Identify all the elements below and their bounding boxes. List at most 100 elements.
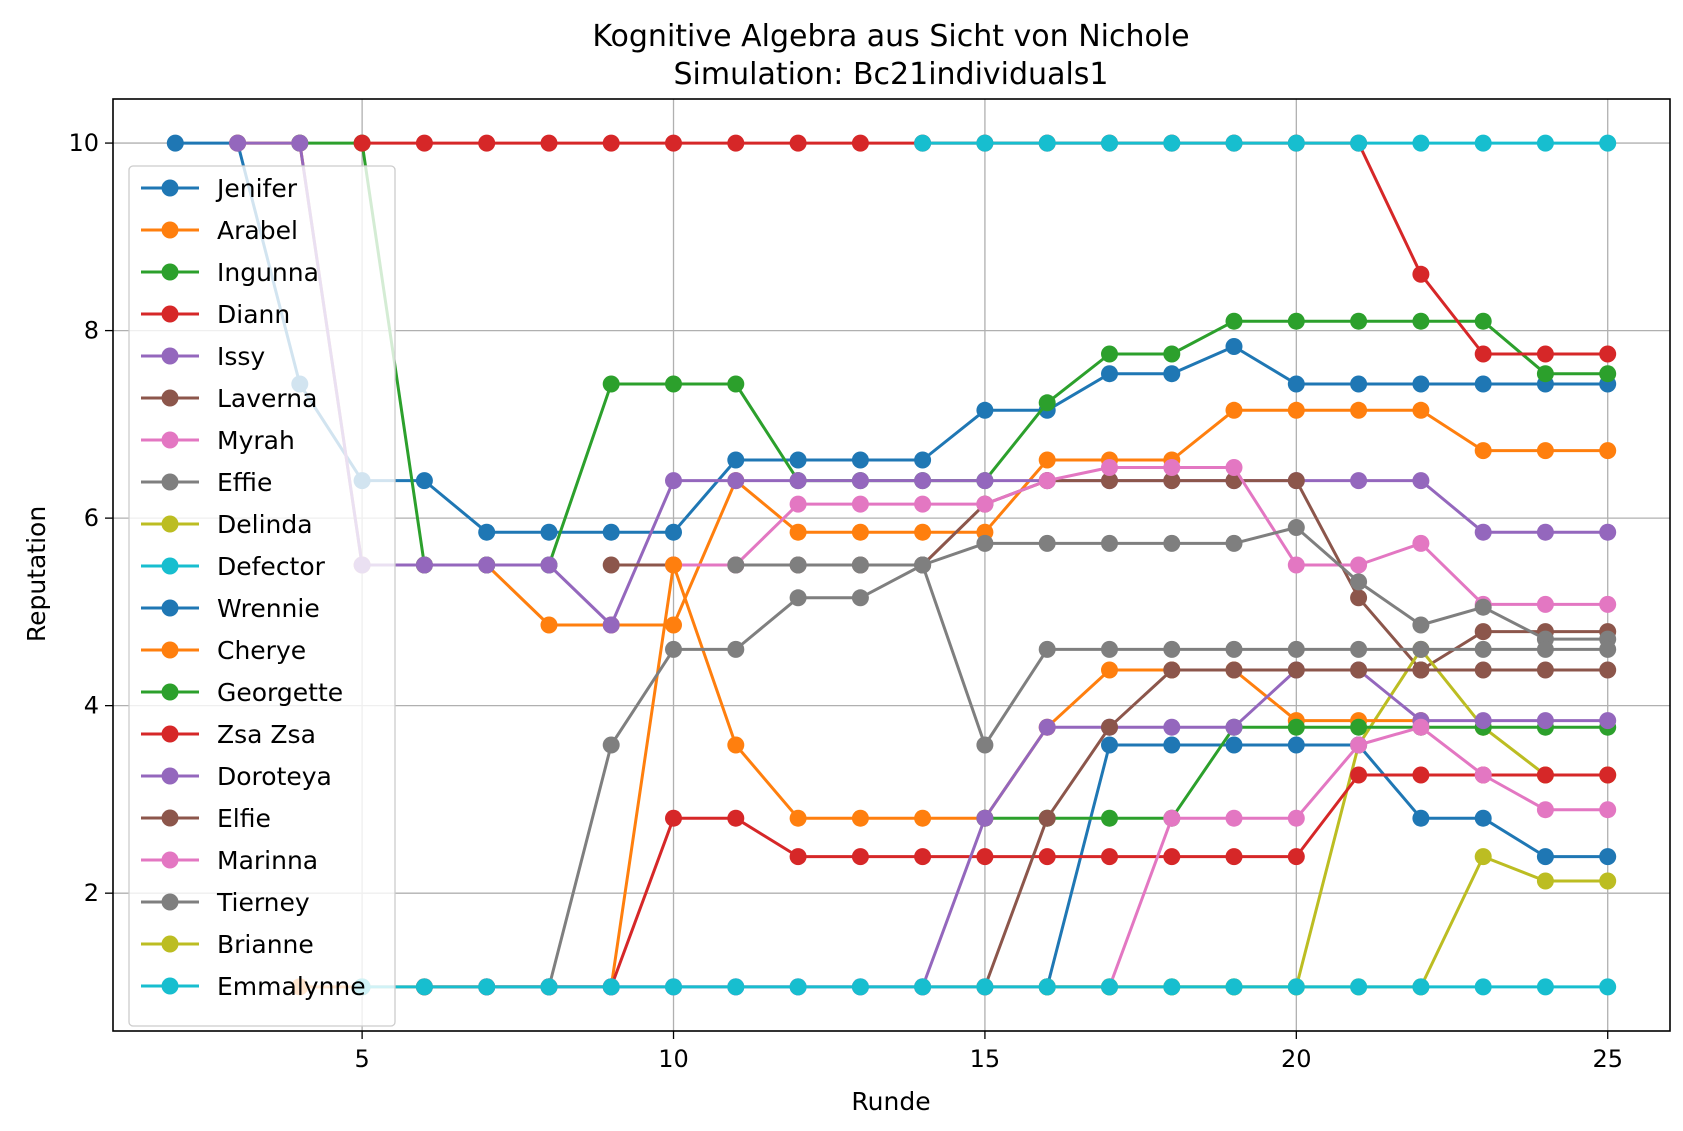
data-point [1225,736,1243,754]
series-line [547,563,1608,988]
data-point [1101,848,1118,866]
legend-item: Diann [141,300,290,329]
data-point [602,134,620,152]
data-point [976,848,994,866]
data-point [1350,401,1368,419]
data-point [1163,848,1181,866]
data-point [789,451,807,469]
legend-item: Jenifer [141,174,298,203]
data-point [1536,712,1554,730]
x-tick-label: 5 [354,1045,369,1073]
data-point [1536,595,1554,613]
data-point [1599,345,1617,363]
data-point [1163,661,1181,679]
data-point [1474,375,1492,393]
data-point [1599,801,1617,819]
data-point [851,848,869,866]
data-point [665,472,682,490]
legend-marker [161,515,179,533]
legend-label: Delinda [217,510,313,539]
series-wrennie [1038,736,1617,996]
data-point [1225,338,1243,355]
x-tick-label: 15 [970,1045,1001,1073]
data-point [1412,534,1430,552]
data-point [665,616,682,634]
data-point [1474,345,1492,363]
data-point [1474,623,1492,641]
legend: Jenifer Arabel Ingunna Diann Issy Laverna Myra… [128,165,396,1027]
chart-subtitle: Simulation: Bc21individuals1 [674,57,1109,92]
data-point [1287,375,1305,393]
data-point [1350,661,1368,679]
data-point [1350,640,1368,658]
data-point [976,809,994,827]
data-point [478,523,496,541]
data-point [1350,589,1368,607]
data-point [1412,472,1430,490]
data-point [789,978,807,996]
legend-label: Doroteya [217,762,332,791]
data-point [789,495,807,513]
data-point [665,809,682,827]
data-point [851,589,869,607]
data-point [1287,519,1305,536]
data-point [914,523,932,541]
legend-item: Tierney [141,888,310,917]
data-point [1287,134,1305,152]
data-point [602,736,620,754]
data-point [1412,640,1430,658]
legend-label: Elfie [217,804,271,833]
legend-label: Cherye [217,636,306,665]
data-point [1350,134,1368,152]
data-point [1163,978,1181,996]
plot-frame [112,98,1671,1032]
data-point [976,978,994,996]
data-point [1101,978,1118,996]
data-point [1163,809,1181,827]
legend-label: Jenifer [215,174,298,203]
data-point [1599,661,1617,679]
data-point [1163,134,1181,152]
legend-marker [161,305,179,323]
data-point [1225,661,1243,679]
data-point [914,134,932,152]
data-point [1599,978,1617,996]
data-point [540,556,558,574]
data-point [1599,872,1617,890]
data-point [1474,661,1492,679]
data-point [1225,134,1243,152]
legend-label: Arabel [217,216,298,245]
data-point [1412,766,1430,784]
legend-marker [161,347,179,365]
data-point [1038,451,1056,469]
data-point [1101,134,1118,152]
legend-item: Elfie [141,804,271,833]
data-point [1163,345,1181,363]
data-point [1599,442,1617,460]
data-point [1599,595,1617,613]
data-point [1350,375,1368,393]
data-point [1101,661,1118,679]
data-point [1350,718,1368,736]
data-point [1412,978,1430,996]
data-point [1225,978,1243,996]
data-point [1101,459,1118,476]
legend-marker [161,725,179,743]
data-point [478,134,496,152]
data-point [1101,345,1118,363]
legend-marker [161,683,179,701]
data-point [1038,394,1056,412]
data-point [478,556,496,574]
data-point [1287,978,1305,996]
series-line [175,141,1608,534]
data-point [1412,375,1430,393]
data-point [665,978,682,996]
legend-label: Defector [217,552,326,581]
x-tick-label: 25 [1592,1045,1623,1073]
chart-title: Kognitive Algebra aus Sicht von Nichole [592,19,1189,54]
y-axis-label: Reputation [22,506,51,642]
data-point [1599,766,1617,784]
data-point [1474,978,1492,996]
data-point [1536,442,1554,460]
data-point [789,556,807,574]
